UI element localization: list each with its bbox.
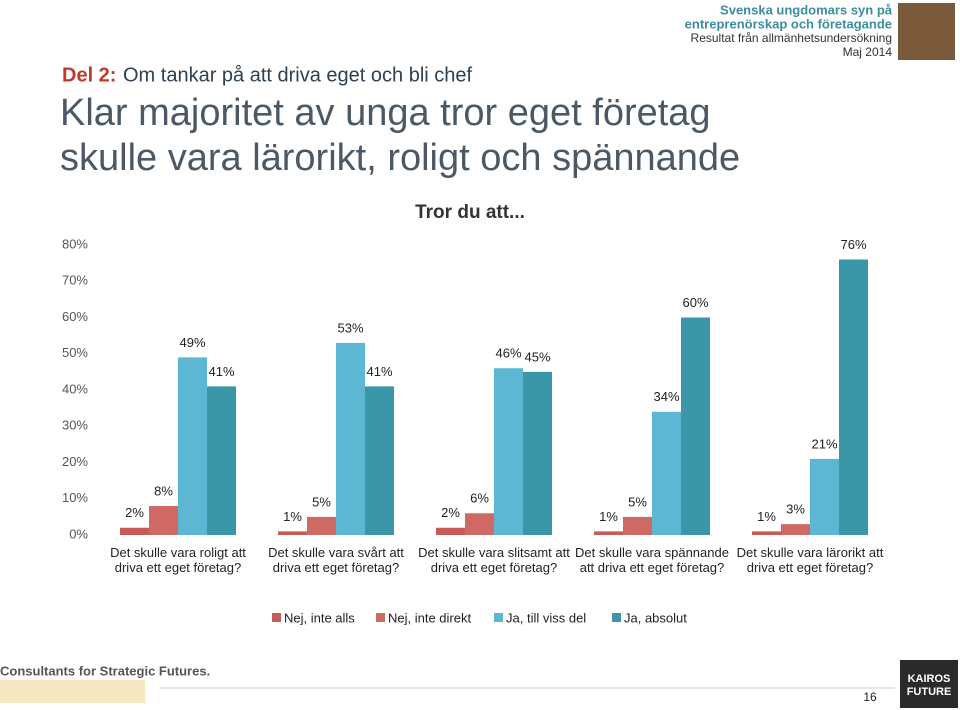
brand-line: Svenska ungdomars syn på [720, 2, 893, 17]
y-tick-label: 30% [62, 418, 88, 433]
bar [278, 531, 307, 535]
value-label: 60% [682, 295, 708, 310]
brand-line: Maj 2014 [843, 45, 893, 59]
legend-label: Nej, inte direkt [388, 610, 471, 625]
section-title: Om tankar på att driva eget och bli chef [123, 64, 473, 86]
bar [523, 371, 552, 535]
bar [336, 342, 365, 535]
bar [465, 513, 494, 535]
value-label: 76% [840, 237, 866, 252]
y-tick-label: 80% [62, 236, 88, 251]
y-tick-label: 10% [62, 490, 88, 505]
bar [178, 357, 207, 535]
bar [681, 317, 710, 535]
value-label: 5% [628, 494, 647, 509]
brand-line: entreprenörskap och företagande [685, 16, 892, 31]
bar [120, 527, 149, 535]
value-label: 41% [366, 364, 392, 379]
brand-line: Resultat från allmänhetsundersökning [691, 31, 892, 45]
bar [781, 524, 810, 535]
value-label: 2% [441, 505, 460, 520]
y-tick-label: 50% [62, 345, 88, 360]
footer-band [0, 680, 145, 703]
x-tick-label: Det skulle vara slitsamt att driva ett e… [418, 545, 570, 575]
page-number: 16 [863, 690, 877, 704]
y-tick-label: 0% [69, 526, 88, 541]
bar [149, 506, 178, 535]
value-label: 46% [495, 346, 521, 361]
value-label: 41% [208, 364, 234, 379]
x-tick-label: Det skulle vara spännande att driva ett … [575, 545, 729, 575]
legend-swatch [612, 613, 621, 622]
bar [752, 531, 781, 535]
value-label: 1% [757, 509, 776, 524]
logo-text: FUTURE [907, 686, 952, 698]
title-line: skulle vara lärorikt, roligt och spännan… [60, 137, 740, 179]
value-label: 1% [599, 509, 618, 524]
y-tick-label: 60% [62, 309, 88, 324]
legend-swatch [494, 613, 503, 622]
bar [839, 259, 868, 535]
y-tick-label: 40% [62, 381, 88, 396]
title-line: Klar majoritet av unga tror eget företag [60, 92, 711, 134]
y-tick-label: 20% [62, 454, 88, 469]
x-tick-label: Det skulle vara svårt att driva ett eget… [268, 545, 404, 575]
legend-swatch [376, 613, 385, 622]
bar [207, 386, 236, 535]
value-label: 45% [524, 349, 550, 364]
bar [307, 516, 336, 535]
section-label: Del 2: [62, 64, 116, 86]
value-label: 1% [283, 509, 302, 524]
value-label: 2% [125, 505, 144, 520]
bar [594, 531, 623, 535]
legend-swatch [272, 613, 281, 622]
bar [494, 368, 523, 535]
legend-label: Nej, inte alls [284, 610, 355, 625]
tagline: Consultants for Strategic Futures. [0, 663, 210, 678]
chart-title: Tror du att... [415, 202, 525, 223]
y-tick-label: 70% [62, 273, 88, 288]
bar [436, 527, 465, 535]
legend-label: Ja, absolut [624, 610, 687, 625]
value-label: 5% [312, 494, 331, 509]
bar [652, 411, 681, 535]
value-label: 34% [653, 389, 679, 404]
value-label: 6% [470, 491, 489, 506]
x-tick-label: Det skulle vara roligt att driva ett ege… [110, 545, 246, 575]
logo [900, 660, 958, 708]
legend-label: Ja, till viss del [506, 610, 586, 625]
bar [810, 458, 839, 535]
logo-text: KAIROS [908, 673, 951, 685]
value-label: 21% [811, 436, 837, 451]
bar [623, 516, 652, 535]
x-tick-label: Det skulle vara lärorikt att driva ett e… [736, 545, 884, 575]
emblem [898, 3, 955, 60]
value-label: 8% [154, 483, 173, 498]
value-label: 49% [179, 335, 205, 350]
value-label: 3% [786, 502, 805, 517]
value-label: 53% [337, 320, 363, 335]
bar [365, 386, 394, 535]
